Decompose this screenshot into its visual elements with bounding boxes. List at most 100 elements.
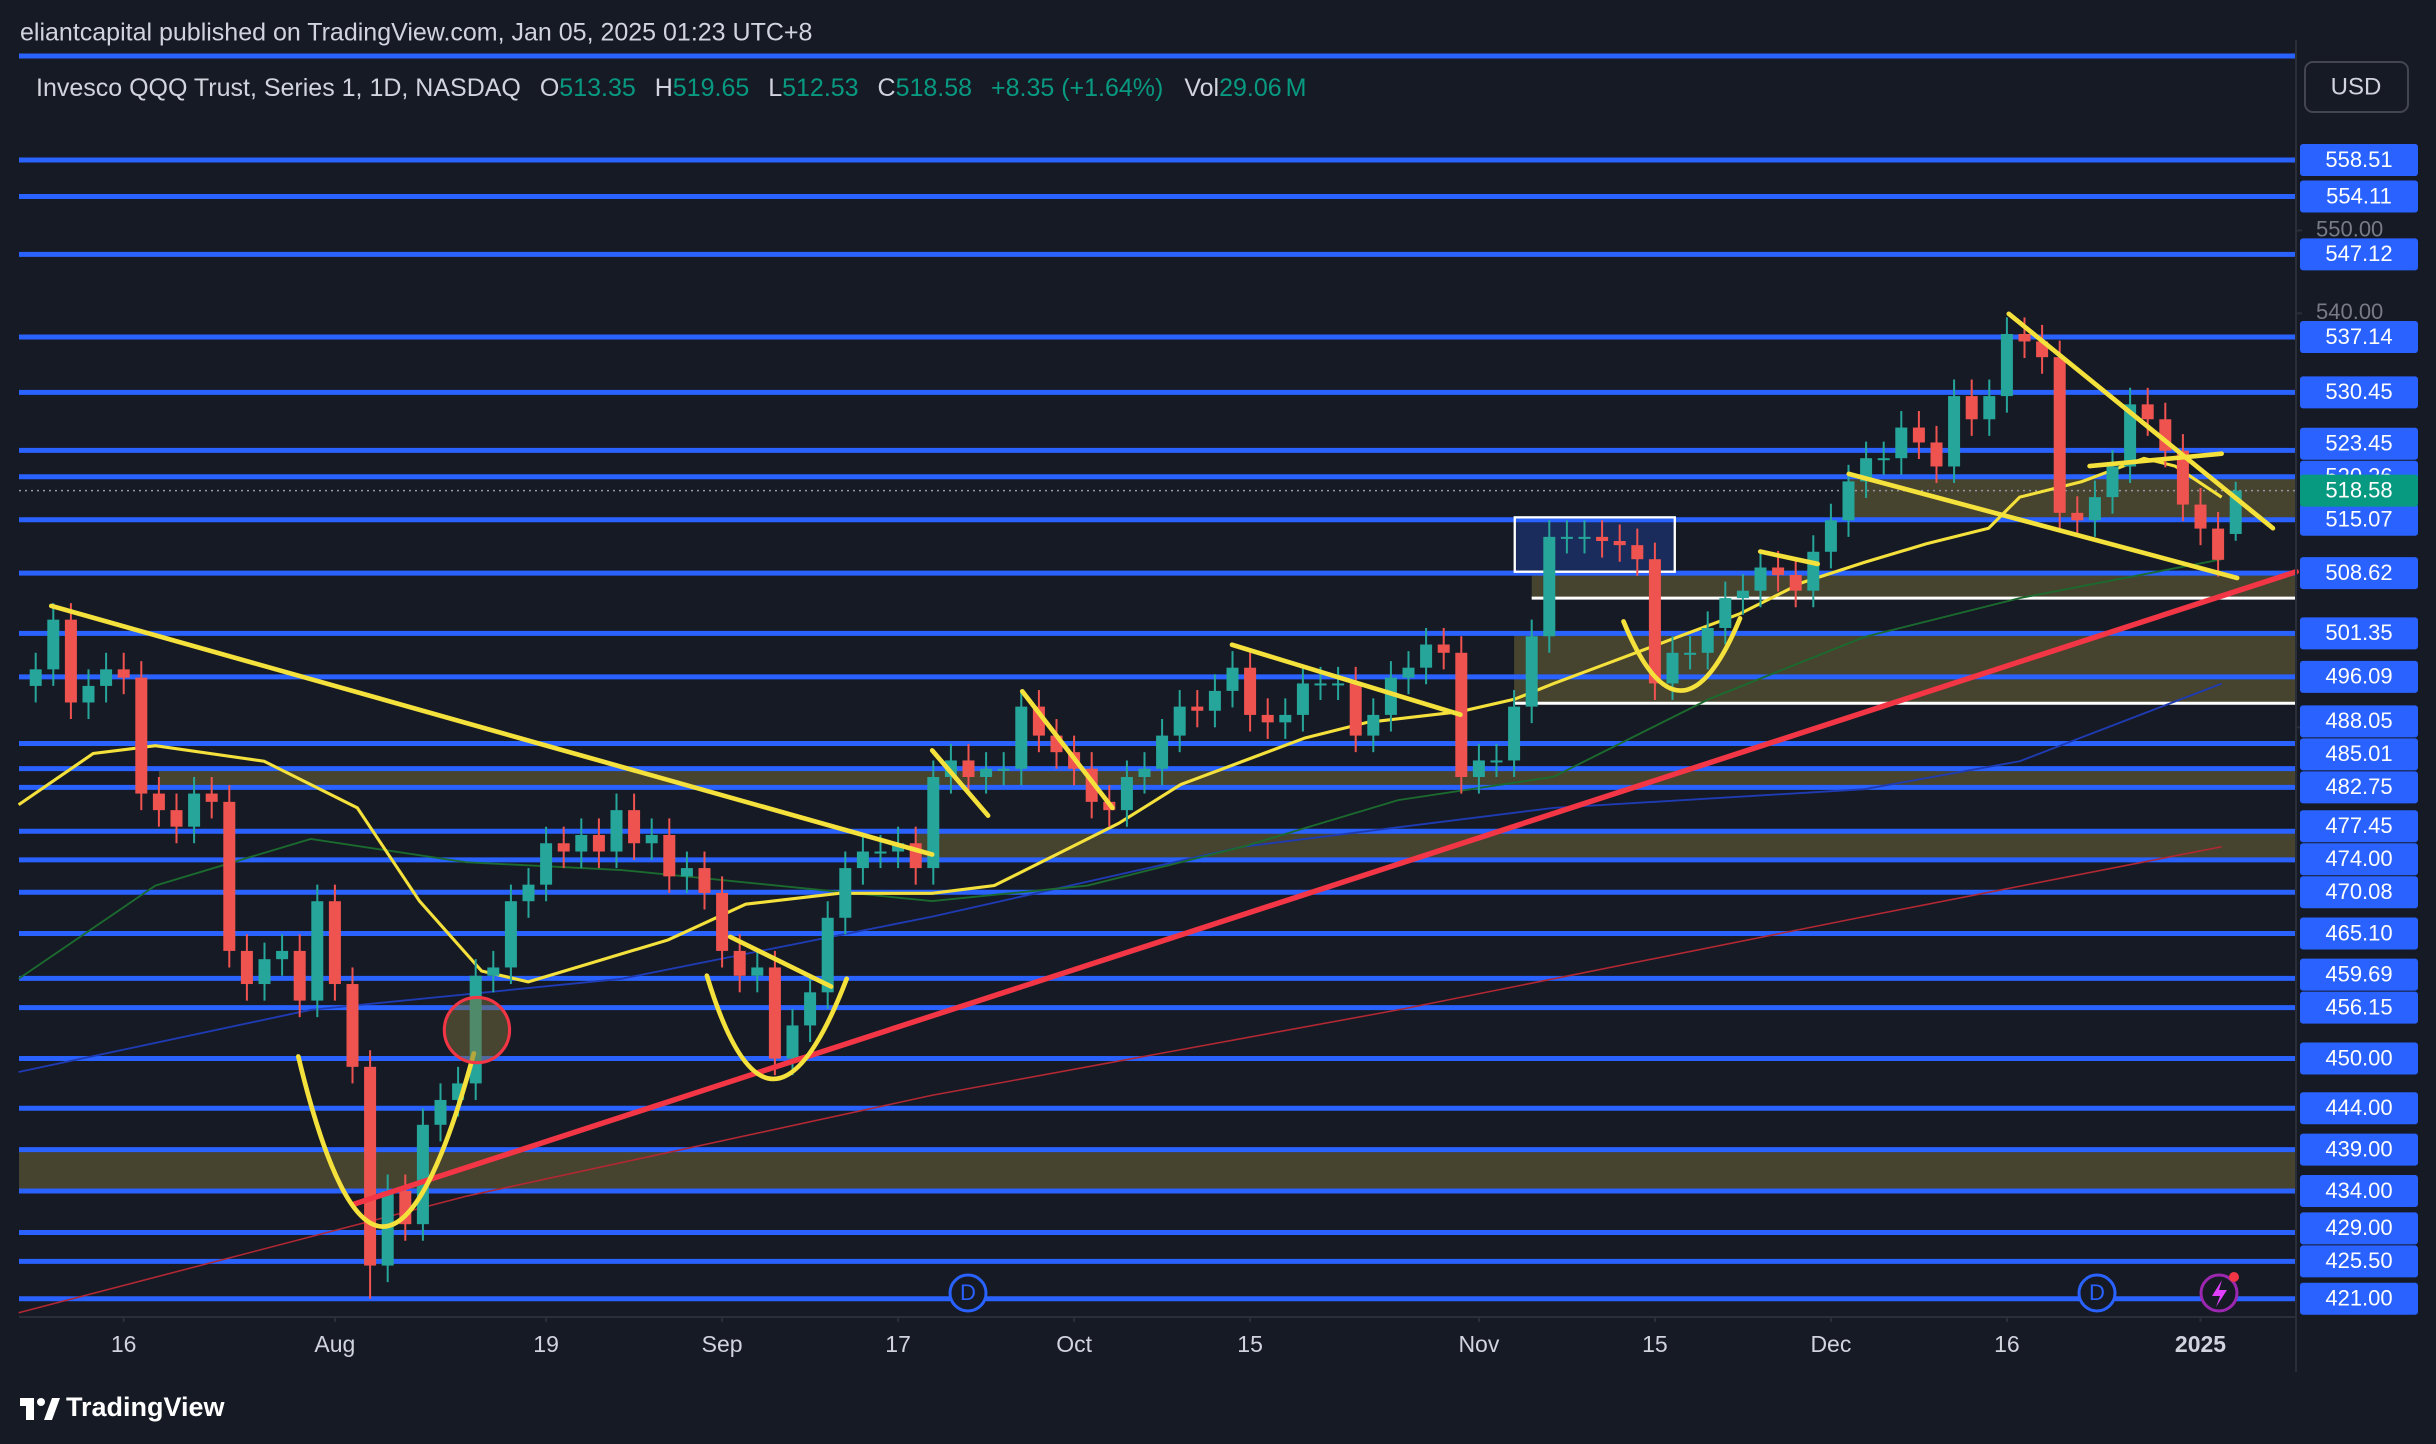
- candle-body: [276, 950, 289, 960]
- candle-body: [628, 810, 641, 844]
- x-tick-label: 2025: [2175, 1331, 2226, 1357]
- candle-body: [1807, 551, 1820, 591]
- earnings-marker[interactable]: [2199, 1272, 2239, 1313]
- candle-body: [1244, 667, 1257, 715]
- symbol-line: Invesco QQQ Trust, Series 1, 1D, NASDAQ …: [36, 74, 1306, 102]
- candle-body: [47, 619, 60, 670]
- currency[interactable]: USD: [2331, 73, 2382, 100]
- candle-body: [434, 1099, 447, 1125]
- candle-body: [188, 793, 201, 827]
- level-label-box: [2300, 958, 2418, 991]
- candle-body: [2212, 528, 2225, 560]
- level-label: 515.07: [2325, 507, 2392, 532]
- currency-box[interactable]: [2304, 61, 2409, 113]
- level-label: 554.11: [2326, 183, 2392, 208]
- candle-body: [1173, 706, 1186, 736]
- candle-body: [1842, 481, 1855, 521]
- zone: [1514, 633, 2296, 704]
- candle-body: [1015, 706, 1028, 769]
- candle-body: [1332, 683, 1345, 686]
- y-tick-label: 550.00: [2316, 216, 2383, 241]
- candle-body: [2088, 497, 2101, 521]
- candle-body: [1191, 706, 1204, 711]
- level-label: 459.69: [2325, 961, 2392, 986]
- x-tick-label: Nov: [1458, 1331, 1499, 1357]
- change: +8.35 (+1.64%): [991, 74, 1163, 102]
- candle-body: [1701, 627, 1714, 653]
- candle-body: [487, 967, 500, 976]
- ohlc-name: C: [878, 74, 896, 102]
- candle-body: [2000, 333, 2013, 397]
- candle-body: [2053, 357, 2066, 513]
- level-label-box: [2300, 1175, 2418, 1208]
- candle-body: [100, 669, 113, 686]
- level-label-box: [2300, 320, 2418, 353]
- candle-body: [1930, 442, 1943, 467]
- level-label-box: [2300, 144, 2418, 177]
- level-label: 474.00: [2325, 846, 2392, 871]
- candle-body: [1719, 598, 1732, 628]
- zone: [915, 831, 2297, 860]
- ohlc-value: 518.58: [896, 74, 972, 102]
- candle-body: [1314, 683, 1327, 686]
- ma-20: [17, 456, 2223, 984]
- x-tick-label: Sep: [702, 1331, 743, 1357]
- candle-body: [557, 843, 570, 852]
- candle-body: [117, 669, 130, 678]
- marker-label[interactable]: D: [960, 1280, 976, 1305]
- symbol: Invesco QQQ Trust, Series 1, 1D, NASDAQ: [36, 74, 521, 102]
- level-label: 547.12: [2325, 241, 2392, 266]
- ohlc-name: L: [768, 74, 782, 102]
- level-label-box: [2300, 1245, 2418, 1278]
- x-tick-label: 16: [111, 1331, 137, 1357]
- level-label: 508.62: [2325, 560, 2392, 585]
- level-label-box: [2300, 427, 2418, 460]
- candle-body: [1279, 714, 1292, 723]
- marker-label[interactable]: D: [2089, 1280, 2105, 1305]
- level-label-box: [2300, 238, 2418, 271]
- x-tick-label: 15: [1642, 1331, 1668, 1357]
- candle-body: [1367, 714, 1380, 736]
- dividend-marker[interactable]: D: [2077, 1273, 2117, 1313]
- candle-body: [1208, 690, 1221, 711]
- ohlc-value: 512.53: [782, 74, 858, 102]
- candle-body: [64, 619, 77, 703]
- candle-body: [575, 834, 588, 852]
- level-label-box: [2300, 991, 2418, 1024]
- level-label: 434.00: [2325, 1178, 2392, 1203]
- candle-body: [768, 967, 781, 1059]
- level-label-box: [2300, 617, 2418, 650]
- dividend-marker[interactable]: D: [948, 1273, 988, 1313]
- volume-label: Vol: [1184, 74, 1219, 102]
- brand-logo: [20, 1398, 60, 1420]
- candle-body: [205, 793, 218, 802]
- candle-body: [1631, 545, 1644, 560]
- volume-unit: M: [1286, 74, 1307, 102]
- x-tick-label: 15: [1237, 1331, 1263, 1357]
- candle-body: [874, 851, 887, 854]
- candle-body: [592, 834, 605, 852]
- drawings: [48, 311, 2299, 1229]
- candle-body: [1824, 520, 1837, 552]
- level-label: 482.75: [2325, 774, 2392, 799]
- candle-body: [1543, 536, 1556, 637]
- x-tick-label: Oct: [1056, 1331, 1092, 1357]
- candle-body: [1226, 667, 1239, 691]
- candle-body: [1877, 458, 1890, 461]
- level-label: 456.15: [2325, 994, 2392, 1019]
- x-tick-label: Dec: [1810, 1331, 1851, 1357]
- ohlc-value: 513.35: [559, 74, 635, 102]
- level-label-box: [2300, 810, 2418, 843]
- ohlc-value: 519.65: [673, 74, 749, 102]
- level-label: 485.01: [2325, 741, 2392, 766]
- candle-body: [2141, 404, 2154, 420]
- candle-body: [82, 685, 95, 703]
- level-label-box: [2300, 1042, 2418, 1075]
- yellow-trendlines: [48, 311, 2276, 1229]
- candle-body: [1789, 574, 1802, 591]
- candle-body: [839, 868, 852, 918]
- candle-body: [927, 777, 940, 869]
- candle-body: [1648, 559, 1661, 684]
